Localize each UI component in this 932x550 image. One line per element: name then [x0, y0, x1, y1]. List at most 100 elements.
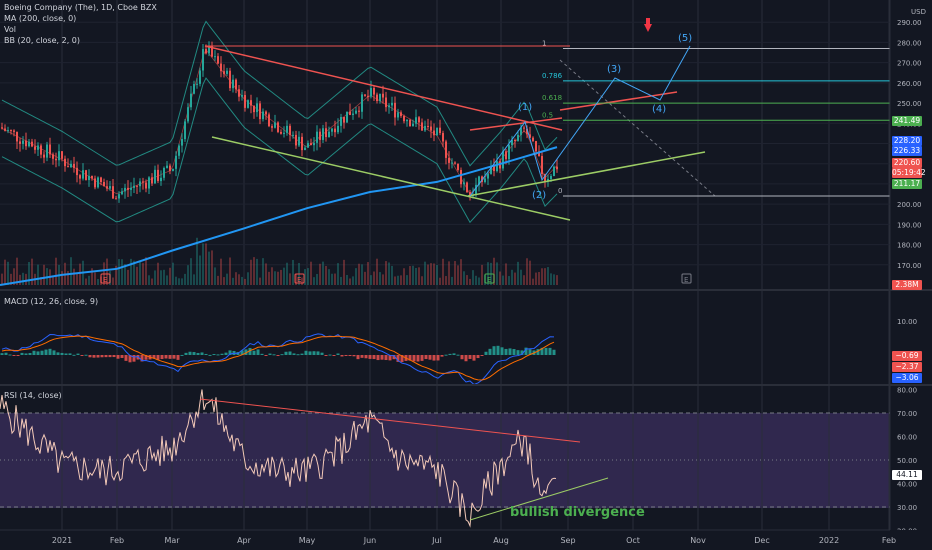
volume-bar [412, 265, 414, 285]
badge-ma: 228.20 [892, 136, 922, 146]
vol-legend[interactable]: Vol [4, 25, 16, 34]
macd-histogram-bar [424, 355, 428, 360]
macd-histogram-bar [100, 355, 104, 358]
candle-body [19, 141, 21, 144]
fib-label: 0.618 [542, 94, 562, 102]
macd-histogram-bar [328, 354, 332, 356]
volume-bar [4, 259, 6, 285]
volume-bar [55, 257, 57, 285]
candle-body [445, 141, 447, 158]
time-tick: Apr [237, 536, 252, 545]
macd-histogram-bar [56, 352, 60, 355]
candle-body [154, 169, 156, 184]
volume-bar [460, 259, 462, 285]
candle-body [427, 125, 429, 127]
candle-body [4, 128, 6, 131]
volume-bar [400, 275, 402, 285]
wedge-top [469, 117, 563, 131]
volume-bar [232, 277, 234, 285]
candle-body [79, 175, 81, 179]
candle-body [40, 145, 42, 155]
ma-legend[interactable]: MA (200, close, 0) [4, 14, 77, 23]
macd-histogram-bar [72, 354, 76, 356]
candle-body [292, 134, 294, 136]
macd-histogram-bar [524, 347, 528, 355]
price-tick: 290.00 [897, 19, 922, 27]
volume-bar [256, 258, 258, 285]
macd-legend[interactable]: MACD (12, 26, close, 9) [4, 297, 99, 306]
earnings-marker [294, 273, 305, 284]
candle-body [421, 122, 423, 131]
rsi-line [0, 389, 557, 528]
wave-label: (4) [652, 104, 666, 115]
volume-bar [274, 271, 276, 285]
volume-bar [475, 275, 477, 285]
candle-body [331, 128, 333, 132]
candle-body [109, 186, 111, 189]
macd-histogram-bar [260, 353, 264, 355]
candle-body [148, 177, 150, 189]
volume-bar [355, 268, 357, 285]
macd-histogram-bar [36, 351, 40, 355]
rsi-legend[interactable]: RSI (14, close) [4, 391, 62, 400]
macd-histogram-bar [120, 355, 124, 358]
candle-body [139, 181, 141, 187]
volume-bar [16, 257, 18, 285]
macd-histogram-bar [452, 353, 456, 355]
volume-bar [94, 272, 96, 285]
candle-body [343, 117, 345, 123]
candle-body [58, 151, 60, 161]
earnings-label: E [103, 276, 107, 284]
candle-body [31, 141, 33, 147]
candle-body [394, 102, 396, 118]
volume-bar [223, 277, 225, 285]
candle-body [334, 128, 336, 133]
volume-bar [124, 264, 126, 285]
volume-bar [478, 277, 480, 285]
volume-bar [541, 268, 543, 285]
volume-bar [349, 278, 351, 285]
candle-body [160, 177, 162, 182]
badge-fib: 241.49 [892, 116, 922, 126]
time-tick: Aug [493, 536, 509, 545]
macd-histogram-bar [20, 352, 24, 355]
volume-bar [229, 257, 231, 285]
volume-bar [493, 257, 495, 285]
candle-body [52, 154, 54, 159]
volume-bar [136, 266, 138, 285]
volume-bar [115, 265, 117, 285]
volume-bar [31, 258, 33, 285]
price-tick: 250.00 [897, 100, 922, 108]
volume-bar [451, 276, 453, 285]
volume-bar [250, 259, 252, 285]
candle-body [493, 165, 495, 172]
rsi-tick: 40.00 [897, 481, 917, 489]
candle-body [340, 117, 342, 126]
volume-bar [175, 276, 177, 285]
macd-histogram-bar [200, 352, 204, 355]
volume-bar [265, 263, 267, 285]
candle-body [418, 117, 420, 123]
candle-body [25, 140, 27, 147]
signal-line [1, 335, 555, 381]
macd-histogram-bar [240, 350, 244, 355]
rsi-tick: 80.00 [897, 387, 917, 395]
candle-body [46, 144, 48, 158]
candle-body [220, 63, 222, 72]
macd-histogram-bar [372, 355, 376, 360]
earnings-marker [681, 273, 692, 284]
symbol-title[interactable]: Boeing Company (The), 1D, Cboe BZX [4, 3, 157, 12]
volume-bar [508, 276, 510, 285]
candle-body [223, 71, 225, 74]
bb-legend[interactable]: BB (20, close, 2, 0) [4, 36, 80, 45]
candle-body [151, 177, 153, 184]
candle-body [238, 89, 240, 97]
macd-histogram-bar [504, 348, 508, 355]
candle-body [415, 117, 417, 124]
bb-lower [1, 77, 558, 224]
time-tick: Jul [431, 536, 442, 545]
badge-volume: 2.38M [892, 280, 922, 290]
candle-body [370, 88, 372, 97]
candle-body [379, 93, 381, 102]
